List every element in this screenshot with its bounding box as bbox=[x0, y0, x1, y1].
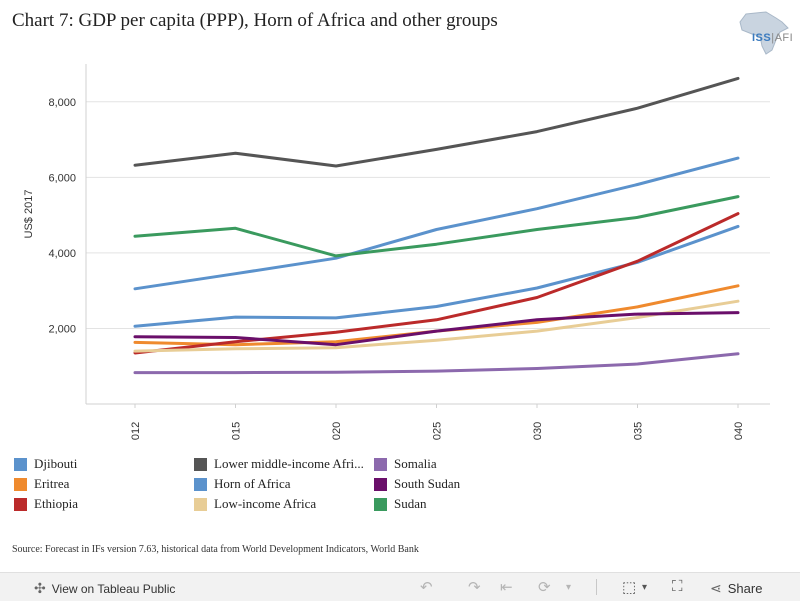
legend-item[interactable]: South Sudan bbox=[374, 476, 460, 492]
series-line-low-income-africa bbox=[133, 299, 740, 353]
toolbar-divider bbox=[596, 579, 597, 595]
legend: Djibouti Eritrea Ethiopia Lower middle-inco… bbox=[14, 456, 574, 516]
legend-swatch bbox=[374, 457, 387, 471]
source-note: Source: Forecast in IFs version 7.63, hi… bbox=[12, 544, 419, 555]
africa-map-icon bbox=[739, 11, 789, 55]
x-tick-label: 2035 bbox=[633, 422, 645, 440]
tableau-logo-icon: ✣ bbox=[34, 580, 46, 596]
legend-item[interactable]: Eritrea bbox=[14, 476, 69, 492]
legend-swatch bbox=[374, 497, 387, 511]
x-tick-label: 2015 bbox=[231, 422, 243, 440]
legend-label: Lower middle-income Afri... bbox=[214, 456, 364, 471]
share-button[interactable]: ⋖ Share bbox=[710, 580, 762, 597]
view-on-tableau-button[interactable]: ✣ View on Tableau Public bbox=[34, 580, 175, 597]
chart-title: Chart 7: GDP per capita (PPP), Horn of A… bbox=[12, 10, 498, 31]
legend-label: Ethiopia bbox=[34, 496, 79, 511]
legend-label: South Sudan bbox=[394, 476, 461, 491]
y-tick-label: 4,000 bbox=[48, 248, 76, 260]
legend-swatch bbox=[194, 477, 207, 491]
series-line-ethiopia bbox=[133, 212, 740, 355]
fullscreen-icon[interactable]: ⛶ bbox=[672, 578, 683, 595]
legend-label: Somalia bbox=[394, 456, 437, 471]
legend-swatch bbox=[194, 497, 207, 511]
legend-swatch bbox=[194, 457, 207, 471]
y-axis-title: US$ 2017 bbox=[23, 190, 35, 239]
y-tick-label: 6,000 bbox=[48, 172, 76, 184]
redo-icon[interactable]: ↷ bbox=[468, 579, 481, 596]
legend-item[interactable]: Horn of Africa bbox=[194, 476, 291, 492]
legend-label: Low-income Africa bbox=[214, 496, 317, 511]
legend-item[interactable]: Lower middle-income Afri... bbox=[194, 456, 364, 472]
view-on-tableau-label: View on Tableau Public bbox=[51, 581, 176, 596]
legend-swatch bbox=[374, 477, 387, 491]
revert-icon[interactable]: ⇤ bbox=[500, 579, 513, 596]
iss-logo: ISS|AFI bbox=[752, 32, 794, 44]
legend-item[interactable]: Low-income Africa bbox=[194, 496, 316, 512]
line-chart: 2,000 4,000 6,000 8,000 US$ 2017 2012 2015 2020… bbox=[23, 64, 770, 440]
series-line-south-sudan bbox=[133, 311, 740, 347]
legend-swatch bbox=[14, 477, 27, 491]
legend-item[interactable]: Sudan bbox=[374, 496, 427, 512]
y-tick-label: 8,000 bbox=[48, 97, 76, 109]
series-line-sudan bbox=[133, 195, 740, 258]
series-line-somalia bbox=[133, 352, 740, 375]
legend-label: Sudan bbox=[394, 496, 427, 511]
refresh-dropdown-icon[interactable]: ▾ bbox=[566, 582, 572, 593]
legend-item[interactable]: Ethiopia bbox=[14, 496, 78, 512]
share-icon: ⋖ bbox=[710, 580, 722, 596]
x-tick-label: 2040 bbox=[733, 422, 745, 440]
refresh-icon[interactable]: ⟳ bbox=[538, 579, 551, 596]
x-tick-label: 2030 bbox=[532, 422, 544, 440]
series-line-lower-middle-income-afri bbox=[133, 76, 740, 168]
tableau-toolbar: ✣ View on Tableau Public ↶ ↷ ⇤ ⟳ ▾ ⬚ ▾ ⛶… bbox=[0, 572, 800, 601]
download-dropdown-icon[interactable]: ▾ bbox=[642, 582, 648, 593]
legend-swatch bbox=[14, 457, 27, 471]
x-tick-label: 2020 bbox=[331, 422, 343, 440]
legend-item[interactable]: Djibouti bbox=[14, 456, 77, 472]
share-label: Share bbox=[727, 581, 763, 596]
download-icon[interactable]: ⬚ bbox=[622, 579, 637, 596]
undo-icon[interactable]: ↶ bbox=[420, 579, 433, 596]
legend-swatch bbox=[14, 497, 27, 511]
legend-item[interactable]: Somalia bbox=[374, 456, 437, 472]
x-tick-label: 2025 bbox=[432, 422, 444, 440]
x-tick-label: 2012 bbox=[130, 422, 142, 440]
y-tick-label: 2,000 bbox=[48, 323, 76, 335]
series-line-horn-of-africa bbox=[133, 156, 740, 291]
legend-label: Djibouti bbox=[34, 456, 78, 471]
legend-label: Eritrea bbox=[34, 476, 70, 491]
legend-label: Horn of Africa bbox=[214, 476, 291, 491]
